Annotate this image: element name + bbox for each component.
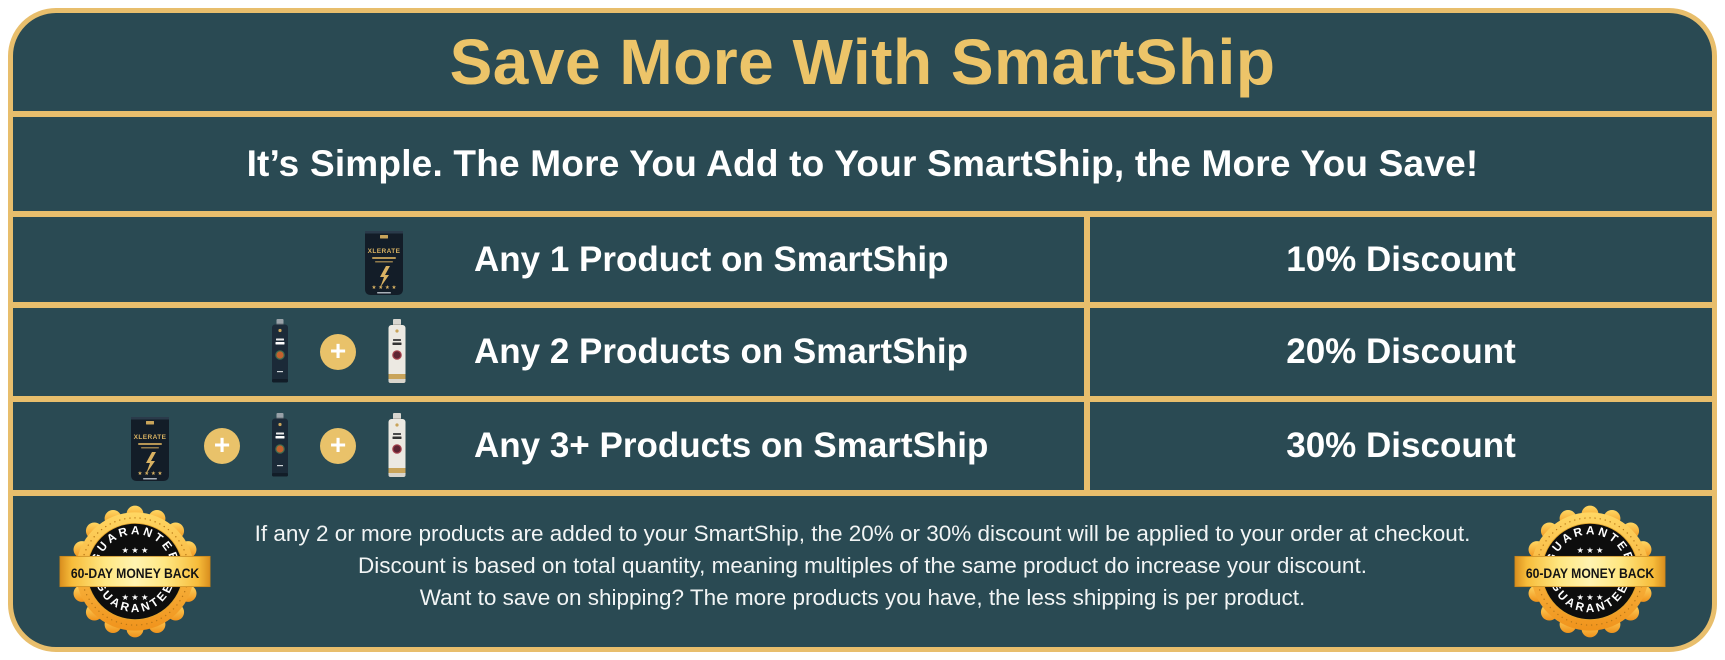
title-row: Save More With SmartShip: [13, 13, 1712, 111]
tier-3-left-cell: + + Any 3+ Products on SmartShip: [13, 402, 1090, 490]
tier-row-3: + + Any 3+ Products on SmartShip 30% Dis…: [13, 396, 1712, 490]
tier-2-product-images: +: [13, 319, 408, 385]
plus-icon: +: [320, 428, 356, 464]
footer-line-2: Discount is based on total quantity, mea…: [358, 552, 1367, 578]
tier-1-left-cell: Any 1 Product on SmartShip: [13, 217, 1090, 302]
tier-1-discount: 10% Discount: [1286, 239, 1516, 279]
subtitle-row: It’s Simple. The More You Add to Your Sm…: [13, 111, 1712, 211]
subtitle-text: It’s Simple. The More You Add to Your Sm…: [246, 143, 1479, 184]
tier-row-1: Any 1 Product on SmartShip 10% Discount: [13, 211, 1712, 302]
tier-row-2: + Any 2 Products on SmartShip 20% Discou…: [13, 302, 1712, 396]
product-pouch-xlerate-image: [365, 230, 403, 295]
product-spray-light-image: [387, 413, 407, 478]
footer-line-1: If any 2 or more products are added to y…: [254, 520, 1471, 546]
tier-1-label: Any 1 Product on SmartShip: [474, 239, 949, 279]
product-pouch-xlerate-image: [131, 417, 169, 481]
footer-line-3: Want to save on shipping? The more produ…: [419, 584, 1306, 610]
money-back-guarantee-badge-right: [1514, 504, 1666, 639]
tier-3-product-images: + +: [13, 409, 408, 483]
product-spray-dark-image: [271, 319, 289, 384]
tier-1-product-images: [13, 223, 408, 297]
page-title: Save More With SmartShip: [449, 26, 1276, 98]
plus-icon: +: [204, 428, 240, 464]
footer-disclaimer: If any 2 or more products are added to y…: [211, 518, 1514, 614]
tier-2-label: Any 2 Products on SmartShip: [474, 332, 968, 371]
promo-frame: Save More With SmartShip It’s Simple. Th…: [8, 8, 1717, 652]
product-spray-dark-image: [271, 413, 289, 478]
tier-3-discount: 30% Discount: [1286, 426, 1516, 465]
tier-2-left-cell: + Any 2 Products on SmartShip: [13, 308, 1090, 396]
money-back-guarantee-badge-left: [59, 504, 211, 639]
tier-3-label: Any 3+ Products on SmartShip: [474, 426, 989, 465]
product-spray-light-image: [387, 319, 407, 384]
plus-icon: +: [320, 334, 356, 370]
tier-2-discount: 20% Discount: [1286, 332, 1516, 371]
footer-row: If any 2 or more products are added to y…: [13, 490, 1712, 647]
